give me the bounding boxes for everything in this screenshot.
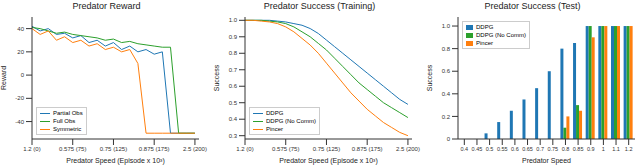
svg-text:0.7: 0.7 (536, 146, 544, 152)
svg-text:0.55: 0.55 (497, 146, 508, 152)
svg-text:Predator Speed (Episode x 10³): Predator Speed (Episode x 10³) (66, 157, 164, 165)
svg-text:0.575 (75): 0.575 (75) (272, 146, 299, 152)
svg-text:0.8: 0.8 (562, 146, 570, 152)
html-text:Predator Success (Test): Predator Success (Test) (484, 1, 581, 11)
svg-text:0.4: 0.4 (442, 91, 451, 97)
svg-text:20: 20 (17, 49, 24, 55)
svg-text:0.6: 0.6 (229, 83, 238, 89)
svg-text:0.8: 0.8 (442, 46, 451, 52)
html-text:DDPG: DDPG (476, 24, 494, 30)
svg-text:0.2: 0.2 (442, 114, 451, 120)
svg-text:Success: Success (213, 64, 220, 91)
html-text:DDPG (No Comm): DDPG (No Comm) (266, 118, 316, 124)
svg-text:0.45: 0.45 (472, 146, 483, 152)
svg-text:0: 0 (21, 72, 25, 78)
svg-text:-20: -20 (15, 95, 24, 101)
svg-text:0.575 (75): 0.575 (75) (59, 146, 86, 152)
svg-text:1.0: 1.0 (229, 17, 238, 23)
svg-text:0.875 (175): 0.875 (175) (352, 146, 383, 152)
html-text:Predator Reward: Predator Reward (72, 1, 141, 11)
svg-text:0.6: 0.6 (511, 146, 519, 152)
svg-text:0.5: 0.5 (229, 100, 238, 106)
svg-text:40: 40 (17, 26, 24, 32)
svg-text:0: 0 (447, 136, 451, 142)
svg-text:2.5 (200): 2.5 (200) (396, 146, 420, 152)
svg-text:1: 1 (602, 146, 605, 152)
svg-text:1.2 (0): 1.2 (0) (236, 146, 253, 152)
svg-text:1.2 (0): 1.2 (0) (23, 146, 40, 152)
svg-text:0.85: 0.85 (573, 146, 584, 152)
svg-text:0.5: 0.5 (486, 146, 494, 152)
svg-text:0.875 (175): 0.875 (175) (139, 146, 170, 152)
svg-text:Success: Success (426, 64, 433, 91)
html-text:Pincer: Pincer (266, 126, 283, 132)
html-text:DDPG: DDPG (266, 110, 284, 116)
svg-text:0.75 (125): 0.75 (125) (313, 146, 340, 152)
html-text:DDPG (No Comm): DDPG (No Comm) (476, 32, 526, 38)
html-text:Partial Obs: Partial Obs (53, 110, 83, 116)
html-text:Full Obs: Full Obs (53, 118, 76, 124)
svg-text:0.75: 0.75 (547, 146, 558, 152)
svg-text:1.2: 1.2 (625, 146, 632, 152)
html-text:Symmetric: Symmetric (53, 126, 82, 132)
svg-text:Predator Speed (Episode x 10³): Predator Speed (Episode x 10³) (279, 157, 377, 165)
svg-text:0.3: 0.3 (229, 133, 238, 139)
svg-text:1.1: 1.1 (612, 146, 620, 152)
svg-text:0.75 (125): 0.75 (125) (100, 146, 127, 152)
svg-text:0.65: 0.65 (522, 146, 533, 152)
svg-text:0.4: 0.4 (229, 116, 238, 122)
svg-text:Predator Speed: Predator Speed (522, 157, 571, 165)
svg-text:0.8: 0.8 (229, 50, 238, 56)
svg-text:2.5 (200): 2.5 (200) (183, 146, 207, 152)
svg-text:0.6: 0.6 (442, 68, 451, 74)
svg-text:0.9: 0.9 (229, 34, 238, 40)
svg-text:1.0: 1.0 (442, 23, 451, 29)
html-text:Predator Success (Training): Predator Success (Training) (263, 1, 376, 11)
svg-text:0.7: 0.7 (229, 67, 238, 73)
svg-text:-40: -40 (15, 119, 24, 125)
svg-text:0.4: 0.4 (460, 146, 468, 152)
html-text:Pincer: Pincer (476, 40, 493, 46)
svg-text:0.9: 0.9 (587, 146, 595, 152)
